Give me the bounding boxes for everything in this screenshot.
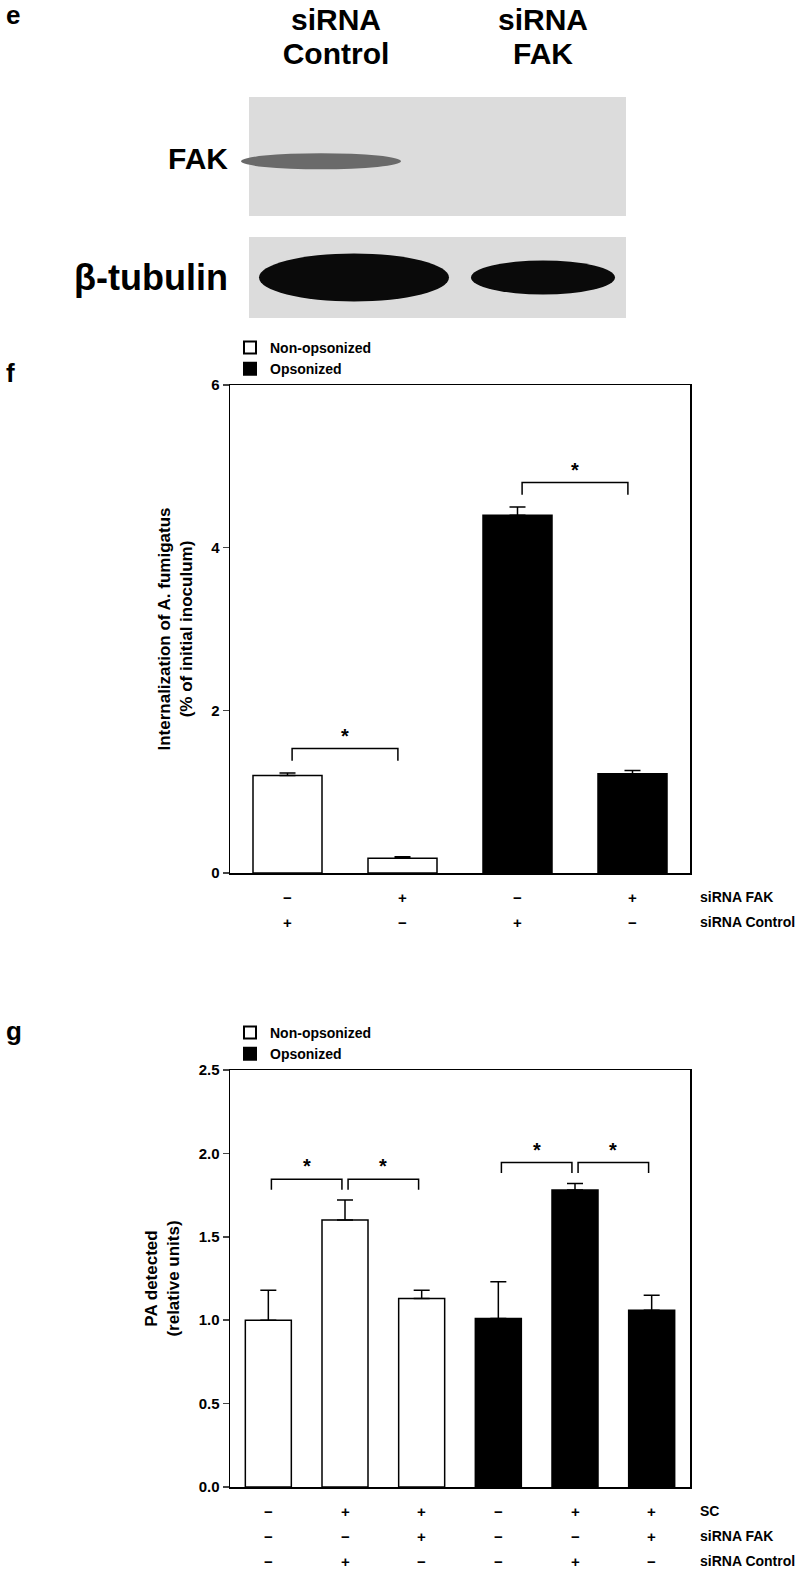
svg-text:siRNA: siRNA: [498, 3, 588, 36]
svg-text:+: +: [571, 1503, 580, 1520]
svg-text:−: −: [628, 914, 637, 931]
svg-text:2.5: 2.5: [199, 1061, 220, 1078]
svg-text:+: +: [513, 914, 522, 931]
svg-text:+: +: [341, 1553, 350, 1570]
svg-text:−: −: [398, 914, 407, 931]
svg-text:+: +: [647, 1503, 656, 1520]
svg-text:+: +: [398, 889, 407, 906]
svg-text:Internalization of A. fumigatu: Internalization of A. fumigatus(% of ini…: [155, 507, 196, 750]
svg-text:*: *: [379, 1155, 387, 1177]
svg-text:+: +: [283, 914, 292, 931]
svg-text:6: 6: [211, 376, 219, 393]
svg-text:+: +: [647, 1528, 656, 1545]
svg-text:*: *: [303, 1155, 311, 1177]
svg-text:−: −: [283, 889, 292, 906]
svg-text:Opsonized: Opsonized: [270, 361, 342, 377]
svg-text:−: −: [513, 889, 522, 906]
svg-text:Opsonized: Opsonized: [270, 1046, 342, 1062]
svg-text:−: −: [264, 1528, 273, 1545]
svg-text:siRNA Control: siRNA Control: [700, 914, 795, 930]
svg-text:0.5: 0.5: [199, 1395, 220, 1412]
svg-text:siRNA Control: siRNA Control: [700, 1553, 795, 1569]
svg-text:2: 2: [211, 702, 219, 719]
svg-text:−: −: [647, 1553, 656, 1570]
svg-text:4: 4: [211, 539, 220, 556]
svg-text:siRNA: siRNA: [291, 3, 381, 36]
svg-text:−: −: [341, 1528, 350, 1545]
svg-text:+: +: [571, 1553, 580, 1570]
svg-text:2.0: 2.0: [199, 1145, 220, 1162]
svg-text:−: −: [494, 1528, 503, 1545]
svg-text:SC: SC: [700, 1503, 719, 1519]
svg-text:siRNA FAK: siRNA FAK: [700, 1528, 773, 1544]
svg-text:Non-opsonized: Non-opsonized: [270, 340, 371, 356]
svg-text:−: −: [264, 1503, 273, 1520]
svg-text:+: +: [417, 1528, 426, 1545]
svg-text:*: *: [571, 459, 579, 481]
svg-text:1.0: 1.0: [199, 1311, 220, 1328]
html-text:e: e: [6, 0, 21, 30]
svg-text:FAK: FAK: [168, 142, 228, 175]
svg-text:siRNA FAK: siRNA FAK: [700, 889, 773, 905]
svg-text:Non-opsonized: Non-opsonized: [270, 1025, 371, 1041]
html-text:f: f: [6, 358, 15, 388]
svg-text:*: *: [609, 1139, 617, 1161]
svg-text:+: +: [341, 1503, 350, 1520]
svg-text:0: 0: [211, 864, 219, 881]
svg-text:β-tubulin: β-tubulin: [74, 257, 228, 298]
svg-text:−: −: [571, 1528, 580, 1545]
svg-text:+: +: [628, 889, 637, 906]
svg-text:1.5: 1.5: [199, 1228, 220, 1245]
svg-text:*: *: [341, 725, 349, 747]
svg-text:−: −: [494, 1553, 503, 1570]
svg-text:+: +: [417, 1503, 426, 1520]
svg-text:Control: Control: [283, 37, 390, 70]
svg-text:0.0: 0.0: [199, 1478, 220, 1495]
svg-text:PA detected(relative units): PA detected(relative units): [142, 1220, 183, 1336]
svg-text:FAK: FAK: [513, 37, 573, 70]
svg-text:*: *: [533, 1139, 541, 1161]
svg-text:−: −: [494, 1503, 503, 1520]
svg-text:−: −: [264, 1553, 273, 1570]
svg-text:−: −: [417, 1553, 426, 1570]
html-text:g: g: [6, 1016, 22, 1046]
